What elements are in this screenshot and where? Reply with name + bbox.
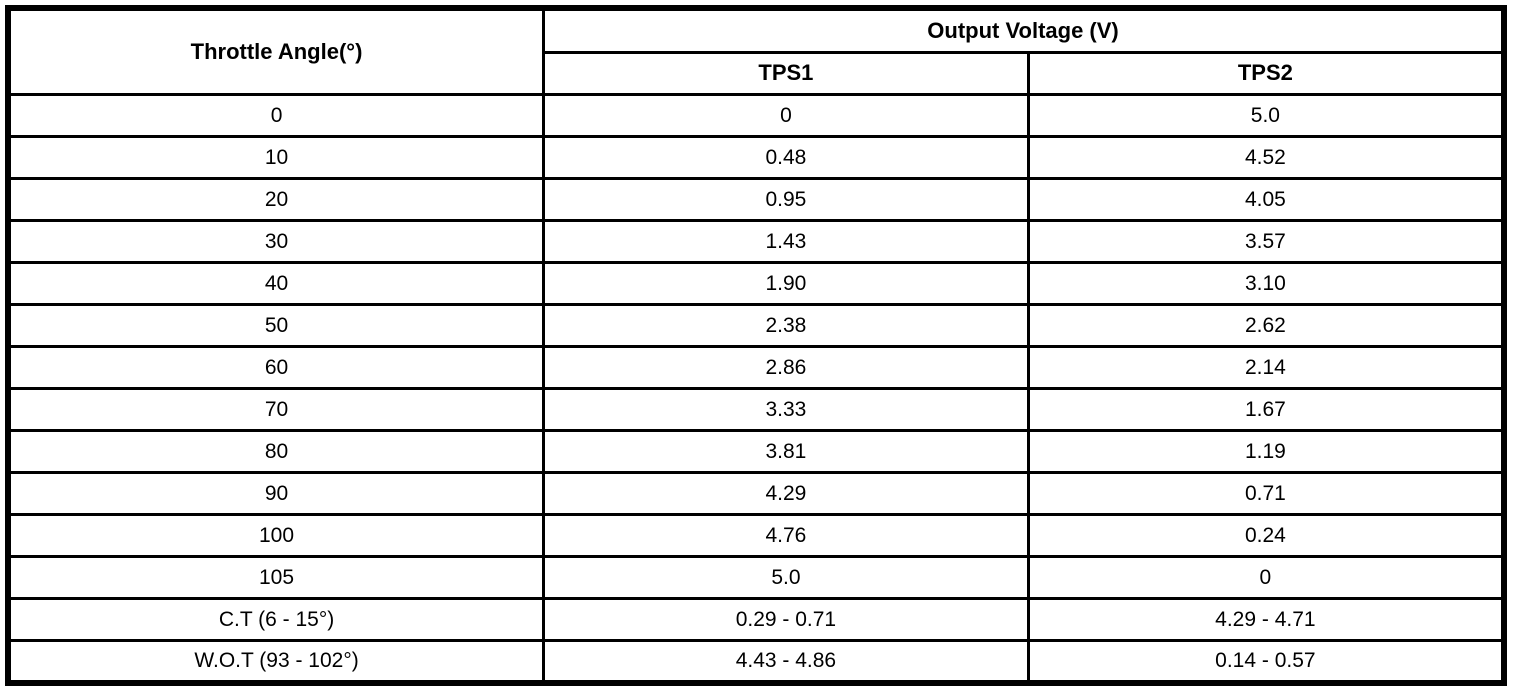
cell-throttle-angle: W.O.T (93 - 102°) [6,639,546,684]
cell-throttle-angle: 100 [6,513,546,558]
cell-throttle-angle: 80 [6,429,546,474]
header-row-sub: TPS1 TPS2 [8,51,1506,96]
table-row: 10 0.48 4.52 [6,135,1506,180]
table-row: 0 0 5.0 [6,93,1506,138]
header-tps2: TPS2 [1026,51,1506,96]
table-row: W.O.T (93 - 102°) 4.43 - 4.86 0.14 - 0.5… [6,639,1506,684]
cell-tps1: 0 [542,93,1030,138]
table-row: 50 2.38 2.62 [6,303,1506,348]
table-row: 30 1.43 3.57 [6,219,1506,264]
cell-tps1: 3.33 [542,387,1030,432]
cell-tps2: 3.57 [1026,219,1506,264]
cell-tps2: 2.62 [1026,303,1506,348]
header-output-voltage: Output Voltage (V) [542,6,1506,54]
cell-tps2: 3.10 [1026,261,1506,306]
cell-tps1: 2.38 [542,303,1030,348]
cell-tps2: 5.0 [1026,93,1506,138]
cell-tps2: 1.67 [1026,387,1506,432]
cell-tps2: 4.52 [1026,135,1506,180]
cell-tps2: 4.29 - 4.71 [1026,597,1506,642]
cell-throttle-angle: 0 [6,93,546,138]
table-row: 70 3.33 1.67 [6,387,1506,432]
table-row: 60 2.86 2.14 [6,345,1506,390]
cell-tps1: 5.0 [542,555,1030,600]
header-tps1: TPS1 [542,51,1030,96]
cell-throttle-angle: 20 [6,177,546,222]
cell-tps1: 0.95 [542,177,1030,222]
cell-tps2: 0 [1026,555,1506,600]
table-row: C.T (6 - 15°) 0.29 - 0.71 4.29 - 4.71 [6,597,1506,642]
cell-throttle-angle: C.T (6 - 15°) [6,597,546,642]
table-row: 20 0.95 4.05 [6,177,1506,222]
table-row: 90 4.29 0.71 [6,471,1506,516]
cell-throttle-angle: 30 [6,219,546,264]
table-row: 80 3.81 1.19 [6,429,1506,474]
cell-throttle-angle: 50 [6,303,546,348]
cell-throttle-angle: 40 [6,261,546,306]
cell-tps2: 0.14 - 0.57 [1026,639,1506,684]
table-row: 105 5.0 0 [6,555,1506,600]
cell-tps1: 0.48 [542,135,1030,180]
cell-tps2: 2.14 [1026,345,1506,390]
cell-throttle-angle: 10 [6,135,546,180]
table-row: 40 1.90 3.10 [6,261,1506,306]
tps-output-voltage-table: Throttle Angle(°) Output Voltage (V) TPS… [5,5,1507,686]
cell-tps1: 4.43 - 4.86 [542,639,1030,684]
cell-tps1: 0.29 - 0.71 [542,597,1030,642]
cell-tps1: 2.86 [542,345,1030,390]
header-throttle-angle: Throttle Angle(°) [6,6,546,96]
cell-tps1: 4.29 [542,471,1030,516]
cell-tps1: 3.81 [542,429,1030,474]
cell-throttle-angle: 105 [6,555,546,600]
cell-tps1: 1.43 [542,219,1030,264]
cell-throttle-angle: 90 [6,471,546,516]
cell-tps1: 4.76 [542,513,1030,558]
cell-tps2: 0.24 [1026,513,1506,558]
table-row: 100 4.76 0.24 [6,513,1506,558]
cell-throttle-angle: 70 [6,387,546,432]
cell-tps2: 4.05 [1026,177,1506,222]
cell-throttle-angle: 60 [6,345,546,390]
header-row-main: Throttle Angle(°) Output Voltage (V) [6,6,1506,96]
cell-tps1: 1.90 [542,261,1030,306]
cell-tps2: 0.71 [1026,471,1506,516]
cell-tps2: 1.19 [1026,429,1506,474]
